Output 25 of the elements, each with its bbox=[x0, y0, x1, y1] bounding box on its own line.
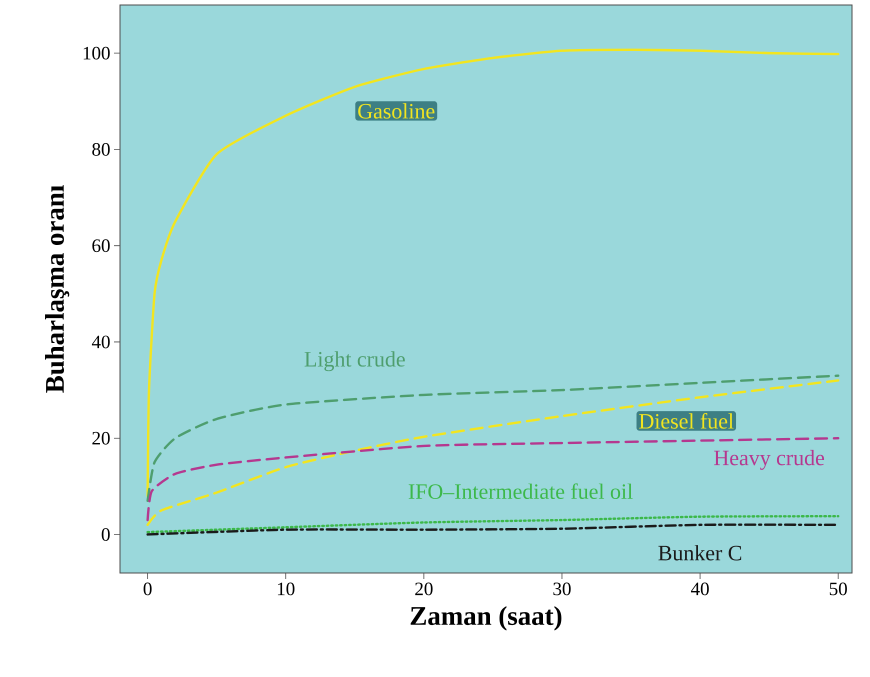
x-tick-label: 30 bbox=[553, 582, 571, 596]
y-tick-label: 100 bbox=[84, 46, 110, 60]
line-series bbox=[146, 437, 840, 522]
series-label: IFO–Intermediate fuel oil bbox=[408, 483, 633, 499]
x-axis-title: Zaman (saat) bbox=[410, 606, 562, 631]
y-tick-label: 0 bbox=[102, 528, 110, 541]
x-tick-label: 0 bbox=[144, 582, 152, 596]
y-tick-label: 40 bbox=[92, 336, 110, 348]
x-tick-label: 20 bbox=[415, 582, 433, 596]
line-series bbox=[146, 515, 840, 534]
y-tick-label: 20 bbox=[92, 432, 110, 445]
y-tick-label: 60 bbox=[92, 239, 110, 252]
x-tick-label: 50 bbox=[830, 582, 847, 596]
line-series bbox=[146, 48, 840, 498]
series-label: Heavy crude bbox=[714, 450, 824, 470]
series-label: Bunker C bbox=[658, 545, 742, 560]
line-series bbox=[146, 379, 840, 526]
line-series bbox=[146, 374, 840, 502]
y-tick-label: 80 bbox=[92, 143, 110, 156]
series-label: Gasoline bbox=[358, 103, 434, 119]
series-label: Light crude bbox=[304, 351, 405, 372]
x-tick-label: 40 bbox=[690, 582, 709, 596]
x-tick-label: 10 bbox=[278, 582, 294, 596]
y-axis-title: Buharlaşma oranı bbox=[45, 185, 70, 393]
series-label: Diesel fuel bbox=[639, 413, 734, 429]
